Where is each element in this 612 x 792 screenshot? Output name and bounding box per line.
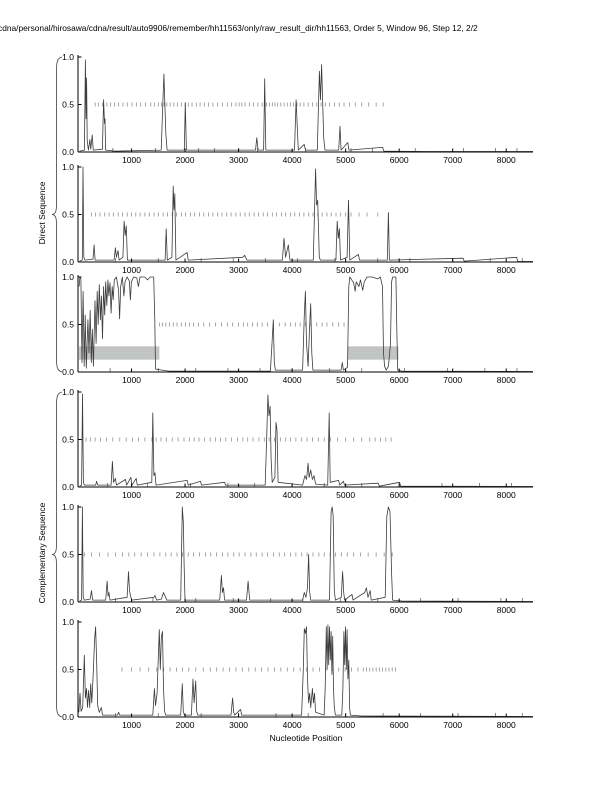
x-tick-label: 8000 [497, 720, 516, 730]
x-tick-label: 8000 [497, 375, 516, 385]
x-tick-label: 5000 [336, 490, 355, 500]
y-tick-label: 0.0 [62, 597, 74, 607]
y-tick-label: 0.0 [62, 147, 74, 157]
y-tick-label: 1.0 [62, 617, 74, 627]
direct-sequence-brace [51, 56, 63, 373]
x-tick-label: 7000 [443, 605, 462, 615]
x-tick-label: 1000 [122, 490, 141, 500]
x-tick-label: 5000 [336, 375, 355, 385]
x-tick-label: 7000 [443, 375, 462, 385]
highlight-bar [347, 346, 399, 360]
subplot-direct-2: 0.0 0.5 1.0 1000 2000 3000 4000 5000 6000 7000 800… [62, 162, 533, 275]
x-tick-label: 5000 [336, 265, 355, 275]
x-tick-label: 1000 [122, 605, 141, 615]
x-axis-title: Nucleotide Position [269, 733, 343, 743]
y-tick-label: 0.5 [62, 665, 74, 675]
subplot-complementary-3: 0.0 0.5 1.0 1000 2000 3000 4000 5000 6000 7000 800… [62, 617, 534, 730]
x-tick-label: 5000 [336, 155, 355, 165]
x-tick-label: 2000 [176, 490, 195, 500]
x-tick-label: 6000 [390, 265, 409, 275]
figure-title: cdna/personal/hirosawa/cdna/result/auto9… [0, 23, 478, 33]
x-tick-label: 1000 [122, 265, 141, 275]
y-tick-label: 0.5 [62, 100, 74, 110]
y-tick-label: 1.0 [62, 162, 74, 172]
x-tick-label: 3000 [229, 720, 248, 730]
x-tick-label: 3000 [229, 605, 248, 615]
x-tick-label: 4000 [283, 375, 302, 385]
x-tick-label: 8000 [497, 265, 516, 275]
highlight-bar [79, 346, 160, 360]
subplot-direct-3: 0.0 0.5 1.0 1000 2000 3000 4000 5000 6000 7000 800… [62, 272, 534, 385]
y-tick-label: 0.0 [62, 482, 74, 492]
x-tick-label: 1000 [122, 375, 141, 385]
y-tick-label: 0.0 [62, 257, 74, 267]
x-tick-label: 8000 [497, 605, 516, 615]
y-tick-label: 1.0 [62, 52, 74, 62]
trace-line [79, 59, 533, 152]
x-tick-label: 3000 [229, 155, 248, 165]
x-tick-label: 6000 [390, 375, 409, 385]
x-tick-label: 2000 [176, 605, 195, 615]
trace-line [79, 393, 534, 487]
y-tick-label: 1.0 [62, 502, 74, 512]
x-tick-label: 5000 [336, 720, 355, 730]
trace-line [79, 506, 534, 602]
x-tick-label: 8000 [497, 155, 516, 165]
x-tick-label: 5000 [336, 605, 355, 615]
subplot-complementary-1: 0.0 0.5 1.0 1000 2000 3000 4000 5000 6000 7000 800… [62, 387, 534, 500]
complementary-sequence-label: Complementary Sequence [37, 502, 47, 604]
x-tick-label: 7000 [443, 265, 462, 275]
x-tick-label: 6000 [390, 605, 409, 615]
x-tick-label: 4000 [283, 265, 302, 275]
y-tick-label: 0.5 [62, 210, 74, 220]
x-tick-label: 6000 [390, 720, 409, 730]
y-tick-label: 0.5 [62, 320, 74, 330]
trace-line [78, 624, 534, 717]
complementary-sequence-brace [51, 391, 63, 718]
x-tick-label: 1000 [122, 155, 141, 165]
x-tick-label: 4000 [283, 155, 302, 165]
x-tick-label: 3000 [229, 490, 248, 500]
x-tick-label: 2000 [176, 155, 195, 165]
x-tick-label: 3000 [229, 265, 248, 275]
x-tick-label: 6000 [390, 155, 409, 165]
direct-sequence-label: Direct Sequence [37, 181, 47, 245]
trace-line [79, 166, 533, 262]
x-tick-label: 4000 [283, 720, 302, 730]
x-tick-label: 3000 [229, 375, 248, 385]
x-tick-label: 2000 [176, 265, 195, 275]
x-tick-label: 2000 [176, 375, 195, 385]
y-tick-label: 1.0 [62, 387, 74, 397]
y-tick-label: 1.0 [62, 272, 74, 282]
x-tick-label: 1000 [122, 720, 141, 730]
y-tick-label: 0.0 [62, 712, 74, 722]
x-tick-label: 6000 [390, 490, 409, 500]
subplot-direct-1: 0.0 0.5 1.0 1000 2000 3000 4000 5000 6000 7000 800… [62, 52, 533, 165]
subplot-complementary-2: 0.0 0.5 1.0 1000 2000 3000 4000 5000 6000 7000 800… [62, 502, 534, 615]
x-tick-label: 7000 [443, 490, 462, 500]
y-tick-label: 0.0 [62, 367, 74, 377]
x-tick-label: 4000 [283, 490, 302, 500]
x-tick-label: 8000 [497, 490, 516, 500]
x-tick-label: 7000 [443, 720, 462, 730]
y-tick-label: 0.5 [62, 550, 74, 560]
y-tick-label: 0.5 [62, 435, 74, 445]
x-tick-label: 4000 [283, 605, 302, 615]
trace-line [78, 276, 534, 372]
x-tick-label: 7000 [443, 155, 462, 165]
x-tick-label: 2000 [176, 720, 195, 730]
